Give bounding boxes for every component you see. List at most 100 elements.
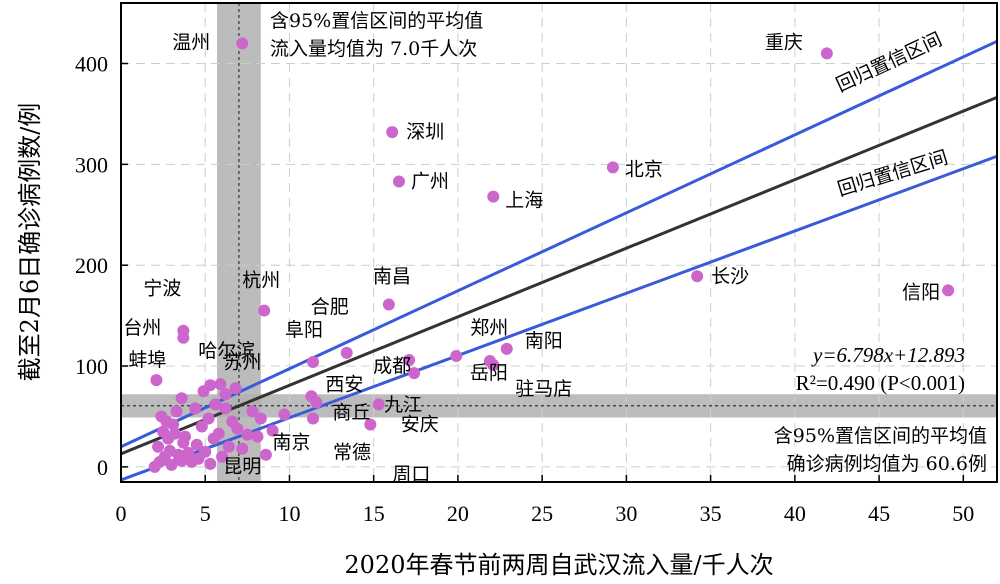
point-label: 长沙: [711, 265, 749, 287]
data-point: [152, 440, 165, 453]
data-point: [182, 446, 195, 459]
regression-equation: y=6.798x+12.893: [811, 343, 965, 367]
data-point: [204, 457, 217, 470]
data-point: [691, 270, 704, 283]
data-point: [214, 378, 227, 391]
data-point: [236, 37, 249, 50]
point-label: 广州: [411, 170, 449, 192]
regression-lines: [120, 39, 998, 482]
plot-frame: [120, 2, 998, 483]
y-axis-label: 截至2月6日确诊病例数/例: [16, 103, 44, 382]
point-label: 重庆: [765, 31, 803, 53]
data-point: [340, 346, 353, 359]
data-point: [150, 374, 163, 387]
data-point: [450, 349, 463, 362]
data-point: [163, 444, 176, 457]
data-point: [236, 442, 249, 455]
point-label: 温州: [172, 31, 210, 53]
point-label: 信阳: [902, 281, 940, 303]
point-label: 哈尔滨: [198, 340, 255, 362]
data-point: [175, 454, 188, 467]
data-point: [259, 448, 272, 461]
data-point: [266, 424, 279, 437]
regression-r-squared: R²=0.490 (P<0.001): [796, 371, 965, 395]
data-point: [500, 342, 513, 355]
data-point: [222, 440, 235, 453]
data-points: [148, 37, 955, 473]
x-tick-label: 15: [363, 501, 385, 526]
point-label: 周口: [392, 464, 430, 486]
point-label: 台州: [123, 317, 161, 339]
data-point: [229, 382, 242, 395]
ci-label-lower: 回归置信区间: [835, 146, 950, 200]
data-point: [487, 359, 500, 372]
data-point: [177, 331, 190, 344]
point-label: 西安: [325, 373, 363, 395]
data-point: [372, 398, 385, 411]
point-label: 苏州: [223, 351, 261, 373]
mean-x-annotation-line2: 流入量均值为 7.0千人次: [270, 38, 477, 60]
data-point: [177, 436, 190, 449]
grid-lines: [120, 3, 997, 482]
point-label: 杭州: [242, 270, 280, 292]
x-tick-label: 5: [200, 501, 211, 526]
point-label: 郑州: [470, 317, 508, 339]
data-point: [386, 126, 399, 139]
mean-y-annotation-line2: 确诊病例均值为 60.6例: [787, 453, 987, 475]
mean-x-annotation-line1: 含95%置信区间的平均值: [270, 10, 483, 32]
point-label: 宁波: [143, 278, 181, 300]
point-label: 成都: [373, 355, 411, 377]
data-point: [606, 161, 619, 174]
data-point: [392, 175, 405, 188]
data-point: [408, 367, 421, 380]
data-point: [307, 412, 320, 425]
data-point: [310, 396, 323, 409]
data-point: [209, 398, 222, 411]
data-point: [278, 408, 291, 421]
point-label: 九江: [384, 394, 422, 416]
data-point: [307, 355, 320, 368]
data-point: [192, 452, 205, 465]
mean-y-annotation-line1: 含95%置信区间的平均值: [774, 425, 987, 447]
point-label: 合肥: [311, 296, 349, 318]
data-point: [251, 430, 264, 443]
point-label: 驻马店: [515, 378, 572, 400]
x-tick-label: 35: [700, 501, 722, 526]
data-point: [403, 353, 416, 366]
ci-label-upper: 回归置信区间: [833, 28, 946, 96]
ci-lower-line: [120, 154, 998, 482]
point-label: 岳阳: [470, 362, 508, 384]
x-tick-label: 40: [784, 501, 806, 526]
point-label: 深圳: [406, 121, 444, 143]
data-point: [212, 427, 225, 440]
data-point: [190, 438, 203, 451]
data-point: [219, 388, 232, 401]
y-tick-label: 100: [75, 354, 108, 379]
y-tick-label: 400: [75, 52, 108, 77]
point-label: 南阳: [525, 330, 563, 352]
x-axis-label: 2020年春节前两周自武汉流入量/千人次: [344, 551, 773, 579]
axis-ticks: 0 5 10 15 20 25 30 35 40 45 50 0 100 200 300 400: [75, 52, 974, 526]
x-tick-label: 10: [278, 501, 300, 526]
data-point: [170, 405, 183, 418]
data-point: [195, 420, 208, 433]
data-point: [168, 427, 181, 440]
point-label: 南昌: [373, 266, 411, 288]
y-tick-label: 200: [75, 253, 108, 278]
data-point: [382, 298, 395, 311]
point-label: 商丘: [332, 401, 370, 423]
data-point: [820, 47, 833, 60]
x-tick-label: 50: [952, 501, 974, 526]
data-point: [165, 458, 178, 471]
data-point: [157, 425, 170, 438]
point-label: 阜阳: [285, 319, 323, 341]
point-label: 上海: [505, 190, 543, 212]
data-point: [241, 428, 254, 441]
data-point: [219, 402, 232, 415]
regression-fit-line: [120, 96, 998, 456]
x-tick-label: 45: [868, 501, 890, 526]
data-point: [189, 402, 202, 415]
y-tick-label: 300: [75, 152, 108, 177]
